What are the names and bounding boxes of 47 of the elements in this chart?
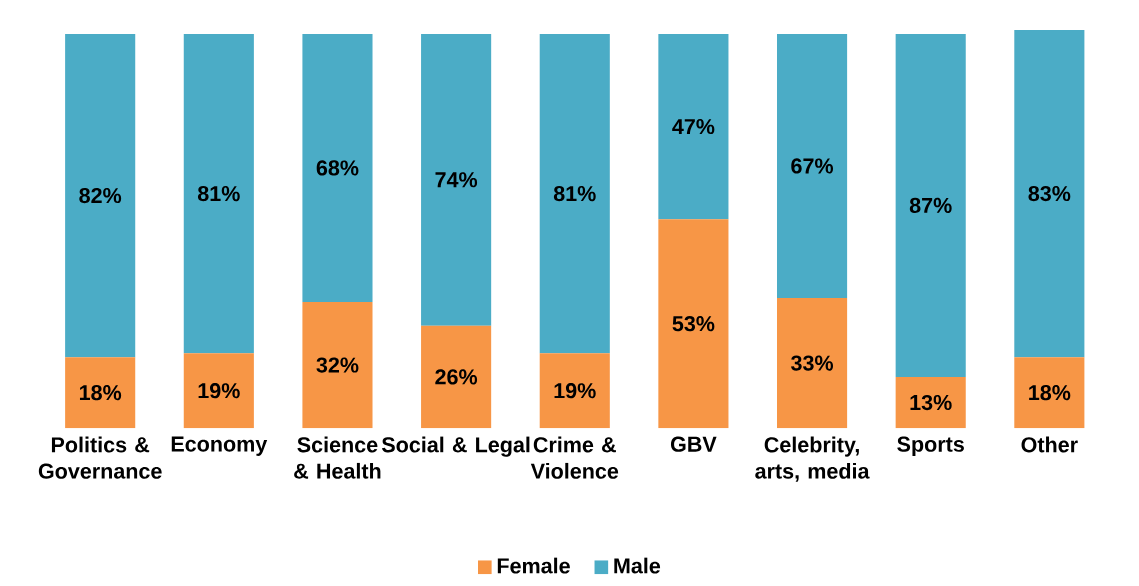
x-tick-label: Science & Health [294,436,381,479]
bar [539,353,610,428]
bar [539,33,610,354]
bar [1014,29,1085,357]
data-label: 19% [554,382,596,399]
data-label: 32% [316,357,359,373]
bar [421,33,492,326]
legend-label: Female [497,557,570,574]
data-label: 81% [197,185,240,201]
data-label: 67% [791,158,834,174]
bar [302,301,373,428]
bar [1014,356,1085,428]
data-label: 47% [672,118,715,134]
legend-label: Male [614,557,661,574]
bar [65,33,136,357]
bar [302,33,373,302]
data-label: 18% [1029,384,1071,401]
data-label: 74% [435,172,478,188]
data-label: 82% [79,187,122,203]
data-label: 81% [553,185,596,201]
bar [777,297,848,428]
bar [421,325,492,428]
data-label: 33% [791,355,834,371]
x-tick-label: Economy [171,436,268,456]
data-label: 19% [198,382,240,399]
data-label: 68% [316,160,359,176]
bar [658,33,729,219]
bar [895,33,966,377]
bar [895,376,966,428]
data-label: 53% [672,315,715,332]
bar [183,353,254,428]
data-label: 83% [1028,185,1071,201]
x-tick-label: Sports [897,436,964,456]
x-tick-label: Politics & Governance [38,436,162,479]
bar [658,218,729,428]
bar [777,33,848,298]
data-label: 13% [910,394,952,410]
bar [65,356,136,428]
x-tick-label: Social & Legal [381,436,530,457]
x-tick-label: GBV [670,436,717,452]
x-tick-label: Celebrity, arts, media [755,436,870,482]
data-label: 18% [79,384,122,401]
x-tick-label: Crime & Violence [530,436,619,479]
data-label: 87% [909,197,952,213]
data-label: 26% [435,369,478,385]
x-tick-label: Other [1021,436,1078,453]
bar [183,33,254,354]
